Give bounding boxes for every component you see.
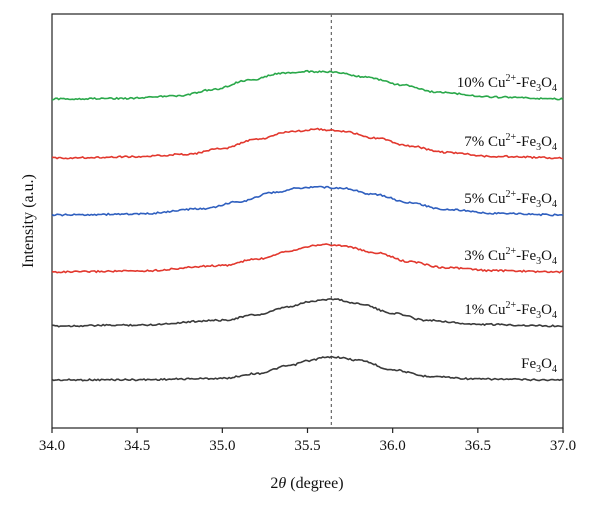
series-label: 10% Cu2+-Fe3O4 (457, 73, 557, 94)
x-tick-label: 35.5 (294, 438, 320, 454)
series-label-part: 10% Cu (457, 75, 506, 91)
series-label-part: -Fe (516, 248, 536, 264)
series-label-part: 2+ (506, 300, 517, 311)
series-label: 7% Cu2+-Fe3O4 (464, 132, 557, 153)
x-axis-title: 2θ (degree) (270, 475, 343, 492)
series-label-part: O (541, 134, 552, 150)
series-label-part: 3% Cu (464, 248, 506, 264)
series-label-part: 2+ (506, 73, 517, 84)
y-axis-title: Intensity (a.u.) (20, 174, 37, 268)
series-line (51, 127, 563, 160)
series-line (51, 185, 564, 217)
series-label-part: O (541, 248, 552, 264)
series-label-part: 3 (536, 142, 541, 153)
series-label-part: 4 (552, 142, 557, 153)
series-label-part: O (541, 356, 552, 372)
series-label-part: 3 (536, 199, 541, 210)
series-label: Fe3O4 (521, 356, 557, 375)
series-label-part: O (541, 302, 552, 318)
series-label-part: 5% Cu (464, 191, 506, 207)
series-label-part: O (541, 191, 552, 207)
series-label: 5% Cu2+-Fe3O4 (464, 189, 557, 210)
x-tick-label: 36.5 (465, 438, 491, 454)
series-layer (51, 69, 564, 382)
series-label-part: 4 (552, 199, 557, 210)
x-tick-label: 34.5 (124, 438, 150, 454)
x-tick-label: 35.0 (209, 438, 235, 454)
series-label-part: 2+ (506, 132, 517, 143)
series-label-part: 3 (536, 310, 541, 321)
series-label-part: 7% Cu (464, 134, 506, 150)
series-label-part: 3 (536, 364, 541, 375)
series-label: 3% Cu2+-Fe3O4 (464, 246, 557, 267)
series-label-part: -Fe (516, 191, 536, 207)
series-label-part: 2+ (506, 189, 517, 200)
series-label: 1% Cu2+-Fe3O4 (464, 300, 557, 321)
x-tick-label: 34.0 (39, 438, 65, 454)
series-line (51, 355, 564, 382)
series-label-part: 4 (552, 256, 557, 267)
series-label-part: 1% Cu (464, 302, 506, 318)
series-label-part: 4 (552, 364, 557, 375)
x-axis-ticks: 34.0 34.5 35.0 35.5 36.0 36.5 37.0 (39, 428, 576, 454)
series-label-part: 2+ (506, 246, 517, 257)
series-label-part: Fe (521, 356, 536, 372)
series-label-part: 4 (552, 310, 557, 321)
x-tick-label: 36.0 (380, 438, 406, 454)
series-label-part: 3 (536, 256, 541, 267)
series-label-part: -Fe (516, 134, 536, 150)
series-label-part: 4 (552, 83, 557, 94)
x-tick-label: 37.0 (550, 438, 576, 454)
series-line (51, 243, 564, 274)
series-label-part: -Fe (516, 75, 536, 91)
series-label-part: 3 (536, 83, 541, 94)
series-label-part: -Fe (516, 302, 536, 318)
series-line (51, 69, 564, 101)
series-label-part: O (541, 75, 552, 91)
series-line (51, 298, 564, 328)
